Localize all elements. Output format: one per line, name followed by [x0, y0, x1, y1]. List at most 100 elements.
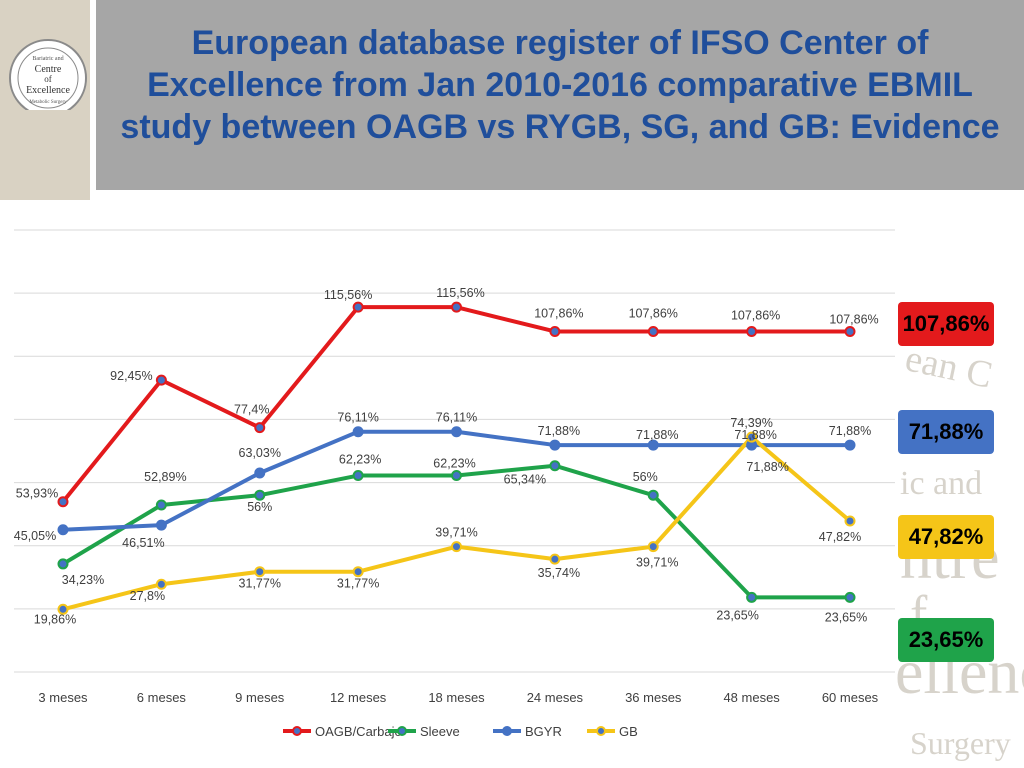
data-labels: 53,93% 92,45% 77,4% 115,56% 115,56% 107,86% 10…: [14, 286, 879, 626]
data-label: 46,51%: [122, 536, 164, 550]
data-label: 92,45%: [110, 369, 152, 383]
callout-sleeve: 23,65%: [898, 618, 994, 662]
data-point: [57, 558, 69, 570]
data-label: 71,88%: [746, 460, 788, 474]
slide-title: European database register of IFSO Cente…: [120, 24, 1000, 146]
data-point: [57, 496, 69, 508]
data-label: 56%: [247, 500, 272, 514]
data-point: [352, 426, 364, 438]
logo-line-2: Centre: [35, 64, 62, 75]
data-point: [647, 489, 659, 501]
data-point: [352, 301, 364, 313]
data-label: 47,82%: [819, 530, 861, 544]
data-point: [57, 524, 69, 536]
logo-panel: Bariatric and Centre of Excellence Metab…: [0, 0, 90, 200]
data-label: 107,86%: [731, 308, 780, 322]
x-tick-label: 24 meses: [527, 690, 584, 705]
data-label: 71,88%: [734, 428, 776, 442]
data-point: [352, 566, 364, 578]
series-points: [57, 301, 856, 615]
watermark-text-6: Surgery: [910, 725, 1011, 761]
legend-marker: [596, 726, 606, 736]
data-label: 56%: [633, 470, 658, 484]
data-label: 39,71%: [636, 556, 678, 570]
data-point: [254, 489, 266, 501]
data-label: 31,77%: [337, 577, 379, 591]
legend-entry: BGYR: [525, 724, 562, 739]
legend: OAGB/Carbajo Sleeve BGYR GB: [283, 724, 638, 739]
legend-entry: GB: [619, 724, 638, 739]
data-point: [647, 541, 659, 553]
callout-gb: 47,82%: [898, 515, 994, 559]
data-label: 71,88%: [636, 428, 678, 442]
data-label: 62,23%: [339, 453, 381, 467]
data-label: 45,05%: [14, 529, 56, 543]
data-point: [352, 470, 364, 482]
data-label: 65,34%: [504, 473, 546, 487]
x-tick-label: 3 meses: [38, 690, 88, 705]
data-point: [155, 519, 167, 531]
data-label: 107,86%: [829, 312, 878, 326]
logo-line-1: Bariatric and: [32, 56, 63, 62]
data-point: [254, 467, 266, 479]
data-point: [844, 591, 856, 603]
data-label: 71,88%: [538, 424, 580, 438]
title-bar: [96, 0, 1024, 190]
x-tick-label: 9 meses: [235, 690, 285, 705]
x-axis-ticks: 3 meses 6 meses 9 meses 12 meses 18 meses 24 …: [38, 690, 878, 705]
data-label: 31,77%: [239, 577, 281, 591]
data-point: [155, 374, 167, 386]
data-point: [549, 439, 561, 451]
legend-entry: Sleeve: [420, 724, 460, 739]
data-point: [844, 325, 856, 337]
logo-seal-icon: Bariatric and Centre of Excellence Metab…: [9, 39, 87, 110]
data-label: 19,86%: [34, 612, 76, 626]
data-point: [451, 301, 462, 313]
data-label: 115,56%: [324, 288, 372, 302]
data-label: 71,88%: [829, 424, 871, 438]
data-label: 52,89%: [144, 470, 186, 484]
x-tick-label: 18 meses: [428, 690, 485, 705]
callout-bgyr: 71,88%: [898, 410, 994, 454]
data-label: 76,11%: [436, 411, 477, 425]
legend-marker: [502, 726, 512, 736]
data-label: 27,8%: [130, 589, 165, 603]
data-point: [746, 591, 758, 603]
data-point: [746, 431, 758, 443]
data-point: [549, 460, 561, 472]
watermark-text-2: ic and: [900, 465, 983, 502]
logo-line-3: of: [44, 74, 52, 84]
callout-oagb: 107,86%: [898, 302, 994, 346]
data-label: 107,86%: [629, 306, 678, 320]
data-label: 53,93%: [16, 487, 58, 501]
logo-line-4: Excellence: [26, 85, 70, 96]
data-label: 115,56%: [436, 286, 484, 300]
data-point: [844, 515, 856, 527]
logo-line-5: Metabolic Surgery: [29, 100, 67, 105]
grid-lines: [14, 229, 895, 673]
data-point: [57, 603, 69, 615]
x-tick-label: 48 meses: [723, 690, 780, 705]
data-label: 39,71%: [435, 526, 477, 540]
x-tick-label: 6 meses: [137, 690, 187, 705]
data-label: 62,23%: [433, 457, 475, 471]
x-tick-label: 36 meses: [625, 690, 682, 705]
data-label: 74,39%: [730, 416, 772, 430]
legend-marker: [397, 726, 407, 736]
data-label: 76,11%: [337, 411, 378, 425]
x-tick-label: 60 meses: [822, 690, 879, 705]
data-label: 77,4%: [234, 403, 269, 417]
legend-entry: OAGB/Carbajo: [315, 724, 402, 739]
data-point: [451, 426, 462, 438]
data-label: 63,03%: [239, 446, 281, 460]
data-point: [254, 566, 266, 578]
data-point: [746, 325, 758, 337]
data-point: [451, 470, 462, 482]
legend-marker: [292, 726, 302, 736]
data-label: 23,65%: [716, 608, 758, 622]
data-label: 35,74%: [538, 566, 580, 580]
data-point: [549, 553, 561, 565]
data-point: [155, 499, 167, 511]
